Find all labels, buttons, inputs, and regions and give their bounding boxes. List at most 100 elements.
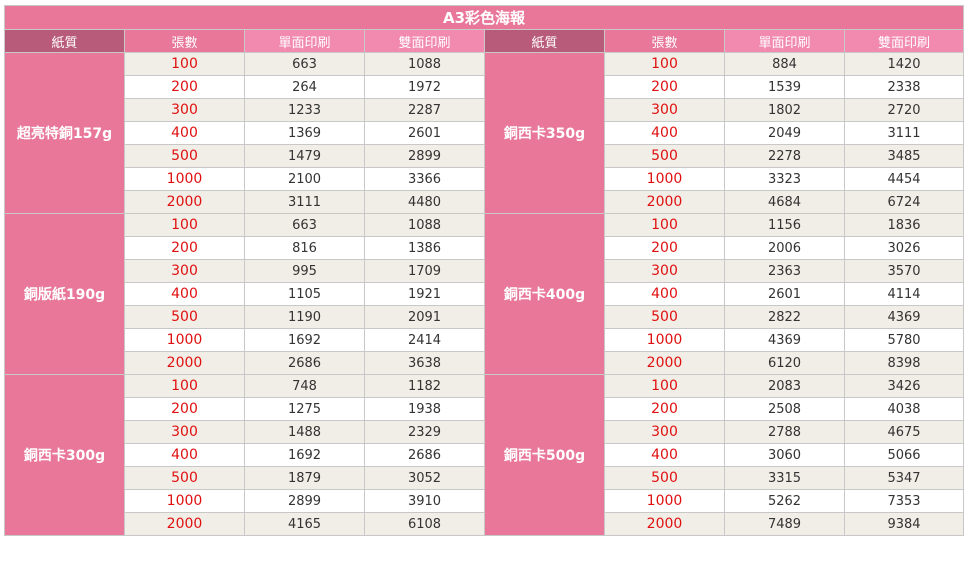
- paper-type-cell: 銅西卡350g: [484, 52, 605, 214]
- double-sided-price-cell: 1938: [364, 397, 485, 421]
- double-sided-price-cell: 3052: [364, 466, 485, 490]
- quantity-cell: 200: [604, 75, 725, 99]
- double-sided-price-cell: 3910: [364, 489, 485, 513]
- double-sided-price-cell: 1182: [364, 374, 485, 398]
- double-sided-price-cell: 2414: [364, 328, 485, 352]
- single-sided-price-cell: 2363: [724, 259, 845, 283]
- single-sided-price-cell: 6120: [724, 351, 845, 375]
- single-sided-price-cell: 7489: [724, 512, 845, 536]
- single-sided-price-cell: 1802: [724, 98, 845, 122]
- double-sided-price-cell: 1088: [364, 52, 485, 76]
- double-sided-price-cell: 5066: [843, 443, 965, 467]
- double-sided-price-cell: 1088: [364, 213, 485, 237]
- table-row: 500 1479 2899 500 2278 3485: [5, 144, 965, 168]
- single-sided-price-cell: 2278: [724, 144, 845, 168]
- quantity-cell: 200: [604, 397, 725, 421]
- quantity-cell: 500: [604, 466, 725, 490]
- double-sided-price-cell: 2287: [364, 98, 485, 122]
- quantity-cell: 400: [124, 443, 245, 467]
- single-sided-price-cell: 1692: [244, 328, 365, 352]
- single-sided-price-cell: 663: [244, 213, 365, 237]
- table-row: 1000 1692 2414 1000 4369 5780: [5, 328, 965, 352]
- quantity-cell: 200: [124, 236, 245, 260]
- quantity-cell: 1000: [124, 328, 245, 352]
- quantity-cell: 100: [124, 213, 245, 237]
- single-sided-price-cell: 1879: [244, 466, 365, 490]
- single-sided-price-cell: 1488: [244, 420, 365, 444]
- quantity-cell: 300: [124, 420, 245, 444]
- quantity-cell: 400: [124, 121, 245, 145]
- double-sided-price-cell: 3426: [843, 374, 965, 398]
- single-sided-price-cell: 1275: [244, 397, 365, 421]
- single-sided-price-cell: 1479: [244, 144, 365, 168]
- single-sided-price-cell: 3315: [724, 466, 845, 490]
- double-sided-price-cell: 7353: [843, 489, 965, 513]
- quantity-cell: 2000: [604, 190, 725, 214]
- quantity-cell: 2000: [604, 512, 725, 536]
- double-sided-price-cell: 4480: [364, 190, 485, 214]
- table-row: 500 1190 2091 500 2822 4369: [5, 305, 965, 329]
- table-row: 400 1105 1921 400 2601 4114: [5, 282, 965, 306]
- single-sided-price-cell: 1692: [244, 443, 365, 467]
- double-sided-price-cell: 6724: [843, 190, 965, 214]
- table-row: 400 1369 2601 400 2049 3111: [5, 121, 965, 145]
- single-sided-price-cell: 1105: [244, 282, 365, 306]
- single-sided-price-cell: 2508: [724, 397, 845, 421]
- header-quantity-right: 張數: [604, 29, 725, 53]
- single-sided-price-cell: 3060: [724, 443, 845, 467]
- quantity-cell: 2000: [124, 512, 245, 536]
- quantity-cell: 1000: [604, 489, 725, 513]
- header-row: 紙質 張數 單面印刷 雙面印刷 紙質 張數 單面印刷 雙面印刷: [4, 29, 965, 53]
- quantity-cell: 500: [604, 305, 725, 329]
- double-sided-price-cell: 3111: [843, 121, 965, 145]
- paper-type-cell: 銅版紙190g: [4, 213, 125, 375]
- double-sided-price-cell: 4114: [843, 282, 965, 306]
- quantity-cell: 500: [604, 144, 725, 168]
- header-single-sided-left: 單面印刷: [244, 29, 365, 53]
- single-sided-price-cell: 1369: [244, 121, 365, 145]
- quantity-cell: 2000: [124, 190, 245, 214]
- single-sided-price-cell: 2822: [724, 305, 845, 329]
- quantity-cell: 200: [124, 75, 245, 99]
- table-row: 500 1879 3052 500 3315 5347: [5, 466, 965, 490]
- quantity-cell: 400: [604, 282, 725, 306]
- double-sided-price-cell: 3638: [364, 351, 485, 375]
- quantity-cell: 200: [124, 397, 245, 421]
- quantity-cell: 1000: [124, 489, 245, 513]
- single-sided-price-cell: 1233: [244, 98, 365, 122]
- table-row: 300 1488 2329 300 2788 4675: [5, 420, 965, 444]
- single-sided-price-cell: 3323: [724, 167, 845, 191]
- header-paper-left: 紙質: [4, 29, 125, 53]
- quantity-cell: 100: [604, 213, 725, 237]
- table-title: A3彩色海報: [3, 5, 965, 30]
- double-sided-price-cell: 1386: [364, 236, 485, 260]
- single-sided-price-cell: 5262: [724, 489, 845, 513]
- quantity-cell: 400: [604, 443, 725, 467]
- price-table: A3彩色海報 紙質 張數 單面印刷 雙面印刷 紙質 張數 單面印刷 雙面印刷 超…: [3, 5, 965, 536]
- single-sided-price-cell: 1190: [244, 305, 365, 329]
- double-sided-price-cell: 3366: [364, 167, 485, 191]
- quantity-cell: 500: [124, 305, 245, 329]
- double-sided-price-cell: 1836: [843, 213, 965, 237]
- single-sided-price-cell: 663: [244, 52, 365, 76]
- table-row: 銅西卡300g 100 748 1182 銅西卡500g 100 2083 3426: [4, 374, 965, 536]
- double-sided-price-cell: 4369: [843, 305, 965, 329]
- single-sided-price-cell: 1156: [724, 213, 845, 237]
- quantity-cell: 1000: [124, 167, 245, 191]
- paper-type-cell: 銅西卡500g: [484, 374, 605, 536]
- single-sided-price-cell: 2083: [724, 374, 845, 398]
- quantity-cell: 100: [604, 374, 725, 398]
- double-sided-price-cell: 2091: [364, 305, 485, 329]
- paper-type-cell: 超亮特銅157g: [4, 52, 125, 214]
- header-single-sided-right: 單面印刷: [724, 29, 845, 53]
- single-sided-price-cell: 1539: [724, 75, 845, 99]
- double-sided-price-cell: 4454: [843, 167, 965, 191]
- single-sided-price-cell: 995: [244, 259, 365, 283]
- quantity-cell: 500: [124, 144, 245, 168]
- table-row: 2000 3111 4480 2000 4684 6724: [5, 190, 965, 214]
- single-sided-price-cell: 2788: [724, 420, 845, 444]
- table-row: 1000 2100 3366 1000 3323 4454: [5, 167, 965, 191]
- quantity-cell: 300: [124, 259, 245, 283]
- single-sided-price-cell: 3111: [244, 190, 365, 214]
- quantity-cell: 100: [124, 374, 245, 398]
